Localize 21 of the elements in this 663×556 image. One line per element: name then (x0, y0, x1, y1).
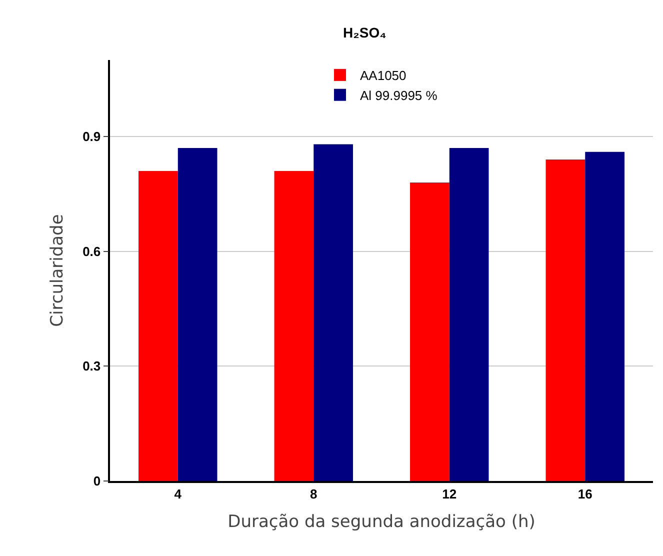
legend-label: Al 99.9995 % (360, 88, 438, 103)
y-tick-label: 0 (93, 474, 101, 489)
bar (585, 152, 624, 481)
bar (178, 148, 218, 481)
bar (314, 144, 353, 481)
bar (138, 170, 178, 481)
bar (410, 182, 450, 481)
bar (274, 170, 314, 481)
chart-title: H₂SO₄ (343, 24, 386, 41)
x-tick-label: 8 (310, 486, 318, 502)
x-tick-label: 4 (174, 486, 182, 502)
bar (449, 148, 489, 481)
y-tick-label: 0.9 (82, 129, 101, 144)
bar (546, 160, 586, 481)
x-axis-title: Duração da segunda anodização (h) (228, 512, 536, 532)
y-tick-label: 0.3 (82, 358, 101, 374)
x-tick-label: 16 (578, 486, 592, 502)
x-tick-label: 12 (442, 486, 457, 502)
legend-label: AA1050 (360, 68, 406, 84)
y-tick-label: 0.6 (82, 244, 101, 259)
y-axis-title: Circularidade (48, 214, 68, 327)
